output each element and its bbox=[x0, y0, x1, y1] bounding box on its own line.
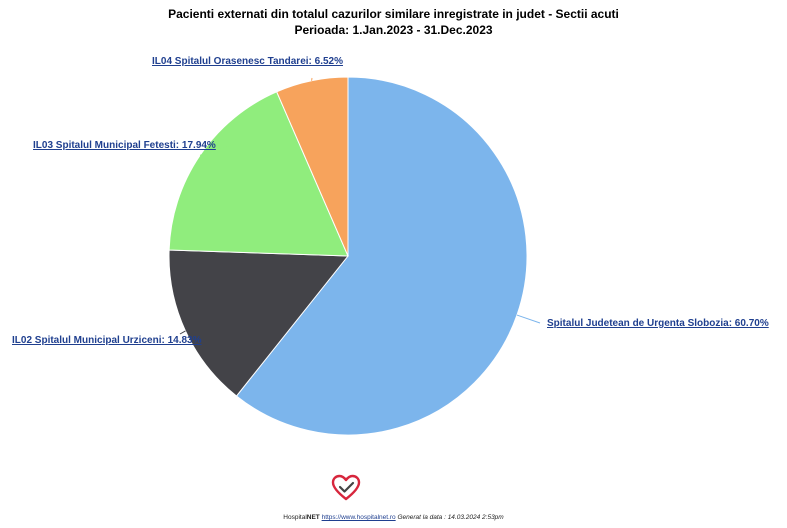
pie-slice-2[interactable] bbox=[168, 249, 350, 397]
chart-subtitle: Perioada: 1.Jan.2023 - 31.Dec.2023 bbox=[294, 23, 493, 37]
slice-label-1[interactable]: Spitalul Judetean de Urgenta Slobozia: 6… bbox=[547, 318, 769, 329]
slice-label-3[interactable]: IL03 Spitalul Municipal Fetesti: 17.94% bbox=[33, 140, 216, 151]
chart-title-block: Pacienti externati din totalul cazurilor… bbox=[0, 6, 787, 38]
slice-connector-2 bbox=[179, 330, 186, 335]
chart-title: Pacienti externati din totalul cazurilor… bbox=[168, 7, 619, 21]
pie-slice-4[interactable] bbox=[276, 76, 349, 257]
slice-connector-3 bbox=[199, 144, 234, 156]
slice-label-2[interactable]: IL02 Spitalul Municipal Urziceni: 14.83% bbox=[12, 335, 202, 346]
heart-check-icon bbox=[331, 474, 361, 501]
slice-label-4[interactable]: IL04 Spitalul Orasenesc Tandarei: 6.52% bbox=[152, 56, 343, 67]
footer: HospitalNET https://www.hospitalnet.ro G… bbox=[0, 514, 787, 522]
pie-chart: Spitalul Judetean de Urgenta Slobozia: 6… bbox=[12, 56, 769, 436]
footer-generated: Generat la data : 14.03.2024 2:53pm bbox=[397, 514, 504, 521]
footer-brand: HospitalNET bbox=[283, 514, 320, 521]
footer-link[interactable]: https://www.hospitalnet.ro bbox=[321, 514, 396, 521]
slice-connector-1 bbox=[516, 314, 541, 324]
